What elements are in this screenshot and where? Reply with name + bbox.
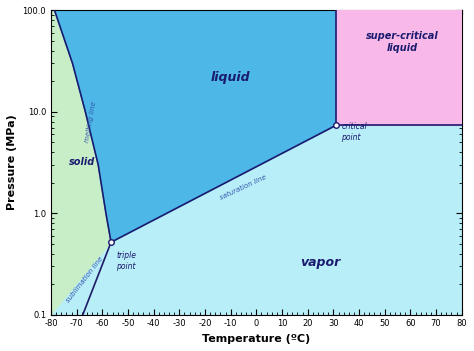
Polygon shape (55, 11, 336, 242)
Text: melting line: melting line (84, 100, 97, 143)
X-axis label: Temperature (ºC): Temperature (ºC) (202, 334, 310, 344)
Polygon shape (336, 11, 462, 125)
Text: saturation line: saturation line (219, 174, 268, 201)
Text: solid: solid (69, 157, 95, 167)
Y-axis label: Pressure (MPa): Pressure (MPa) (7, 115, 17, 210)
Text: critical
point: critical point (341, 122, 367, 142)
Text: triple
point: triple point (116, 251, 136, 271)
Text: super-critical
liquid: super-critical liquid (366, 31, 439, 53)
Text: vapor: vapor (301, 256, 341, 269)
Text: sublimation line: sublimation line (64, 256, 104, 304)
Text: liquid: liquid (211, 71, 250, 84)
Polygon shape (51, 11, 111, 351)
